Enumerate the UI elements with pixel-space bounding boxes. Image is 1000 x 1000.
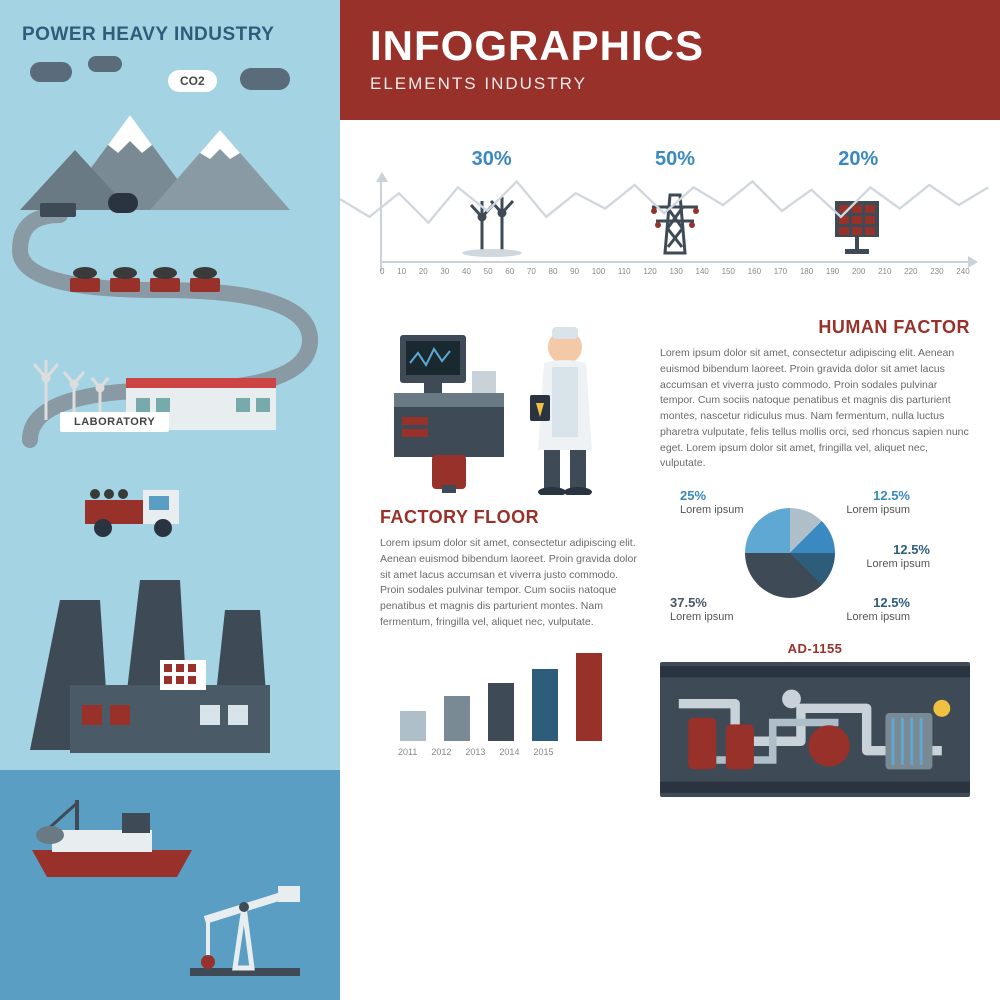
bar [532,669,558,741]
bar [444,696,470,741]
pie-label-2: 12.5%Lorem ipsum [846,488,910,517]
human-factor-title: HUMAN FACTOR [660,317,970,338]
pie-label-3: 12.5%Lorem ipsum [866,542,930,571]
pie-chart: 25%Lorem ipsum 12.5%Lorem ipsum 12.5%Lor… [680,488,900,618]
bottom-row: 20112012201320142015 AD-1155 [340,631,1000,797]
human-factor-text: Lorem ipsum dolor sit amet, consectetur … [660,346,970,472]
bar [576,653,602,741]
right-panel: INFOGRAPHICS ELEMENTS INDUSTRY 30% 50% 2… [340,0,1000,1000]
factory-floor-text: Lorem ipsum dolor sit amet, consectetur … [380,536,640,631]
sparkline [340,152,1000,235]
cloud-icon [240,68,290,90]
power-plant-icon [10,540,330,770]
scientist-scene [380,305,640,495]
bar [400,711,426,741]
bar-chart: 20112012201320142015 [380,641,640,757]
truck-icon [85,480,195,540]
pumpjack-icon [180,872,310,982]
machine-icon [660,662,970,797]
pie-label-5: 37.5%Lorem ipsum [670,595,734,624]
bar [488,683,514,741]
factory-floor-panel: FACTORY FLOOR Lorem ipsum dolor sit amet… [380,305,640,631]
mountains-icon [20,95,320,215]
pie [745,508,835,598]
x-axis: 0102030405060708090100110120130140150160… [380,261,970,285]
header: INFOGRAPHICS ELEMENTS INDUSTRY [340,0,1000,120]
middle-row: FACTORY FLOOR Lorem ipsum dolor sit amet… [340,295,1000,631]
cloud-icon [88,56,122,72]
ship-icon [22,795,202,885]
machine-panel: AD-1155 [660,641,970,797]
pie-label-1: 25%Lorem ipsum [680,488,744,517]
co2-badge: CO2 [168,70,217,92]
header-subtitle: ELEMENTS INDUSTRY [370,74,970,94]
factory-floor-title: FACTORY FLOOR [380,507,640,528]
page: POWER HEAVY INDUSTRY CO2 [0,0,1000,1000]
lab-scene [26,350,316,460]
pie-label-4: 12.5%Lorem ipsum [846,595,910,624]
laboratory-label: LABORATORY [60,412,169,432]
left-panel: POWER HEAVY INDUSTRY CO2 [0,0,340,1000]
x-ticks: 0102030405060708090100110120130140150160… [380,263,970,276]
left-title: POWER HEAVY INDUSTRY [0,0,340,46]
human-factor-panel: HUMAN FACTOR Lorem ipsum dolor sit amet,… [660,305,970,631]
bars [380,641,640,741]
machine-title: AD-1155 [660,641,970,656]
header-title: INFOGRAPHICS [370,22,970,70]
bar-labels: 20112012201320142015 [380,741,640,757]
cloud-icon [30,62,72,82]
energy-chart: 30% 50% 20% 0102030405060708090100110120… [340,120,1000,295]
